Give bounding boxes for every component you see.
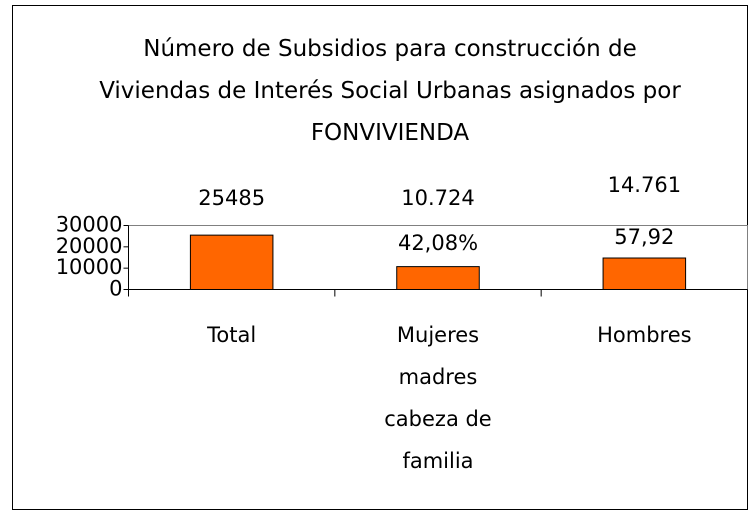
data-label: 25485 — [198, 186, 265, 210]
annotation: 57,92 — [614, 225, 674, 249]
data-label: 14.761 — [608, 173, 681, 197]
y-tick-label: 30000 — [56, 213, 123, 237]
x-tick-label: Hombres — [597, 323, 692, 347]
chart-title: Número de Subsidios para construcción de… — [99, 36, 681, 146]
bar — [189, 234, 274, 291]
x-tick-label: Mujeres madres cabeza de familia — [384, 323, 492, 473]
y-tick-label: 10000 — [56, 255, 123, 279]
bar — [602, 257, 687, 290]
y-tick-label: 20000 — [56, 234, 123, 258]
annotation: 42,08% — [398, 231, 478, 255]
bar — [396, 266, 480, 290]
x-tick-label: Total — [207, 323, 257, 347]
data-label: 10.724 — [401, 186, 474, 210]
y-tick-label: 0 — [109, 277, 122, 301]
